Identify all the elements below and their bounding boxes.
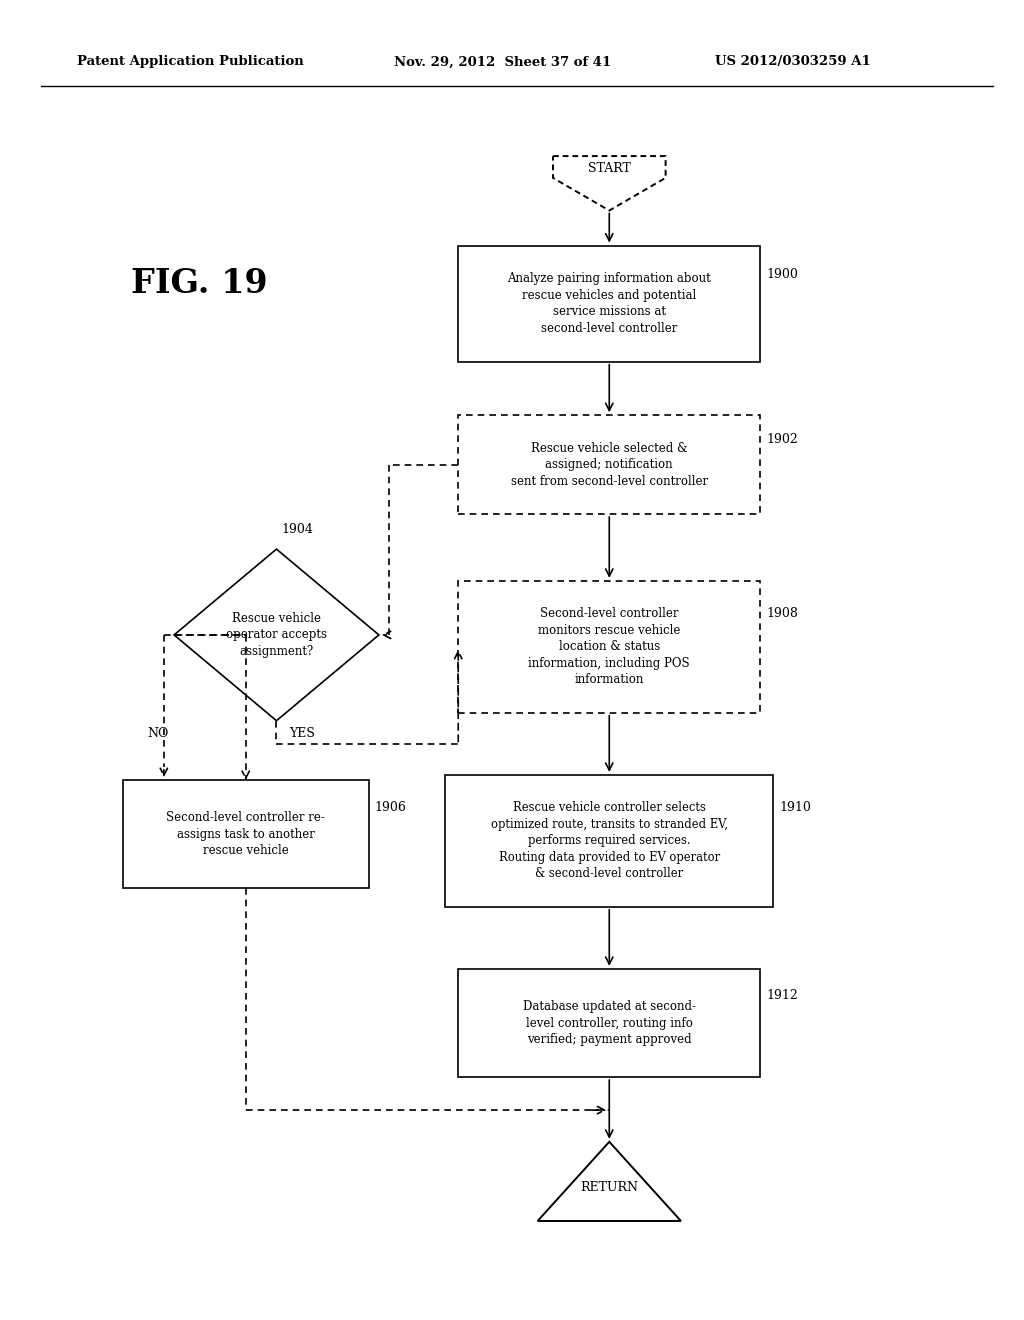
Text: 1908: 1908 [766, 607, 799, 620]
Text: YES: YES [289, 727, 314, 741]
Text: Second-level controller re-
assigns task to another
rescue vehicle: Second-level controller re- assigns task… [166, 812, 326, 857]
Text: 1902: 1902 [766, 433, 799, 446]
Text: 1910: 1910 [779, 801, 811, 814]
Text: 1906: 1906 [375, 801, 407, 813]
Bar [123, 780, 369, 888]
Bar [459, 581, 760, 713]
Text: Database updated at second-
level controller, routing info
verified; payment app: Database updated at second- level contro… [523, 1001, 695, 1045]
Text: Rescue vehicle
operator accepts
assignment?: Rescue vehicle operator accepts assignme… [226, 612, 327, 657]
Text: Rescue vehicle controller selects
optimized route, transits to stranded EV,
perf: Rescue vehicle controller selects optimi… [490, 801, 728, 880]
Text: 1904: 1904 [282, 523, 313, 536]
Bar [459, 969, 760, 1077]
Text: NO: NO [147, 727, 169, 741]
Bar [459, 246, 760, 362]
Bar [445, 775, 773, 907]
Text: 1912: 1912 [766, 990, 799, 1002]
Text: 1900: 1900 [766, 268, 799, 281]
Text: START: START [588, 161, 631, 174]
Text: RETURN: RETURN [581, 1181, 638, 1193]
Text: FIG. 19: FIG. 19 [131, 267, 268, 300]
Text: Patent Application Publication: Patent Application Publication [77, 55, 303, 69]
Text: Nov. 29, 2012  Sheet 37 of 41: Nov. 29, 2012 Sheet 37 of 41 [394, 55, 611, 69]
Text: Analyze pairing information about
rescue vehicles and potential
service missions: Analyze pairing information about rescue… [508, 272, 711, 335]
Bar [459, 416, 760, 513]
Text: US 2012/0303259 A1: US 2012/0303259 A1 [715, 55, 870, 69]
Text: Second-level controller
monitors rescue vehicle
location & status
information, i: Second-level controller monitors rescue … [528, 607, 690, 686]
Text: Rescue vehicle selected &
assigned; notification
sent from second-level controll: Rescue vehicle selected & assigned; noti… [511, 442, 708, 487]
